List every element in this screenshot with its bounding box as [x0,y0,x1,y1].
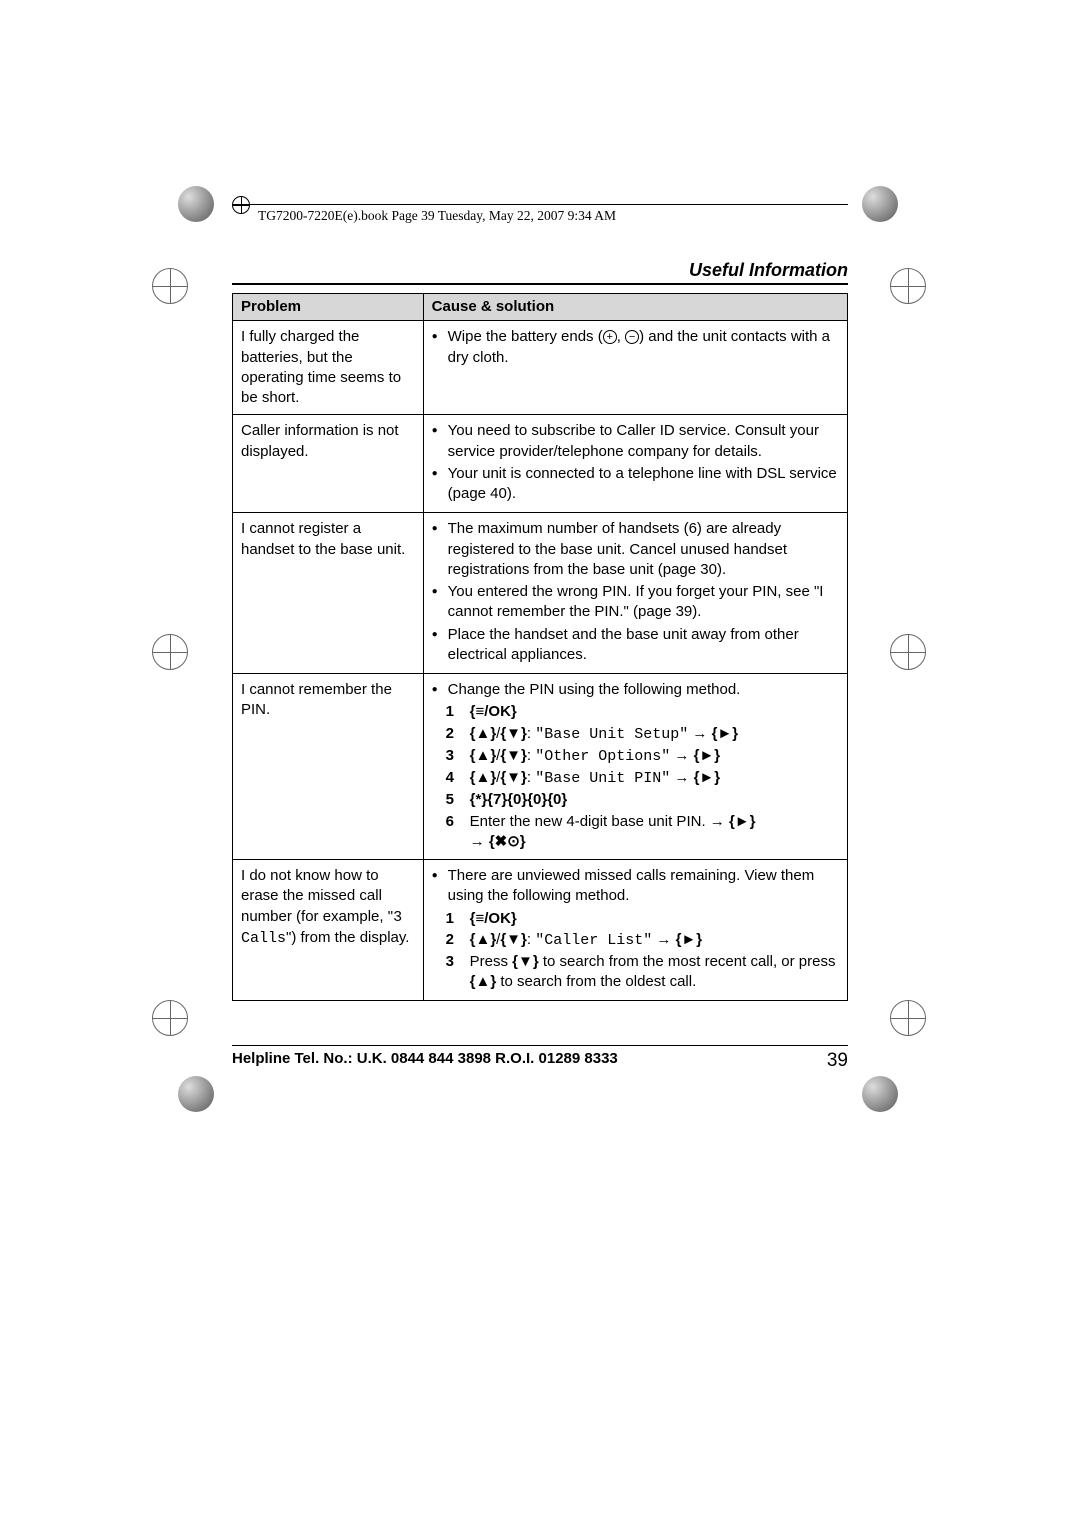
step-item: {*}{7}{0}{0}{0} [446,790,839,810]
problem-cell: I fully charged the batteries, but the o… [233,321,424,415]
problem-cell: I do not know how to erase the missed ca… [233,860,424,1001]
table-row: I cannot register a handset to the base … [233,513,848,674]
solution-item: There are unviewed missed calls remainin… [432,866,839,907]
page-content: Useful Information Problem Cause & solut… [232,260,848,1001]
troubleshoot-table: Problem Cause & solution I fully charged… [232,293,848,1001]
reg-sphere-icon [862,1076,898,1112]
step-item: Enter the new 4-digit base unit PIN. → {… [446,812,839,853]
solution-cell: The maximum number of handsets (6) are a… [423,513,847,674]
header-rule [232,204,848,205]
table-row: I cannot remember the PIN. Change the PI… [233,674,848,860]
table-row: Caller information is not displayed. You… [233,415,848,513]
step-item: {▲}/{▼}: "Base Unit Setup" → {►} [446,724,839,745]
step-item: {▲}/{▼}: "Other Options" → {►} [446,746,839,767]
solution-item: Wipe the battery ends (+, −) and the uni… [432,327,839,368]
book-header-text: TG7200-7220E(e).book Page 39 Tuesday, Ma… [258,208,616,224]
reg-sphere-icon [862,186,898,222]
solution-item: You need to subscribe to Caller ID servi… [432,421,839,462]
reg-target-icon [890,634,926,670]
page-footer: Helpline Tel. No.: U.K. 0844 844 3898 R.… [232,1045,848,1072]
section-title: Useful Information [232,260,848,285]
reg-target-icon [152,268,188,304]
reg-sphere-icon [178,1076,214,1112]
step-item: {▲}/{▼}: "Caller List" → {►} [446,930,839,951]
table-row: I fully charged the batteries, but the o… [233,321,848,415]
reg-sphere-icon [178,186,214,222]
header-target-icon [232,196,250,214]
col-solution-header: Cause & solution [423,294,847,321]
reg-target-icon [890,1000,926,1036]
solution-item: Place the handset and the base unit away… [432,625,839,666]
step-item: {▲}/{▼}: "Base Unit PIN" → {►} [446,768,839,789]
helpline-text: Helpline Tel. No.: U.K. 0844 844 3898 R.… [232,1050,618,1072]
solution-item: Your unit is connected to a telephone li… [432,464,839,505]
step-item: Press {▼} to search from the most recent… [446,952,839,993]
problem-cell: Caller information is not displayed. [233,415,424,513]
problem-cell: I cannot register a handset to the base … [233,513,424,674]
solution-item: The maximum number of handsets (6) are a… [432,519,839,580]
reg-target-icon [890,268,926,304]
solution-cell: Change the PIN using the following metho… [423,674,847,860]
table-row: I do not know how to erase the missed ca… [233,860,848,1001]
problem-cell: I cannot remember the PIN. [233,674,424,860]
page-number: 39 [827,1050,848,1072]
solution-cell: You need to subscribe to Caller ID servi… [423,415,847,513]
step-item: {≡/OK} [446,909,839,929]
col-problem-header: Problem [233,294,424,321]
solution-cell: Wipe the battery ends (+, −) and the uni… [423,321,847,415]
solution-item: Change the PIN using the following metho… [432,680,839,700]
solution-item: You entered the wrong PIN. If you forget… [432,582,839,623]
solution-cell: There are unviewed missed calls remainin… [423,860,847,1001]
reg-target-icon [152,1000,188,1036]
reg-target-icon [152,634,188,670]
step-item: {≡/OK} [446,702,839,722]
